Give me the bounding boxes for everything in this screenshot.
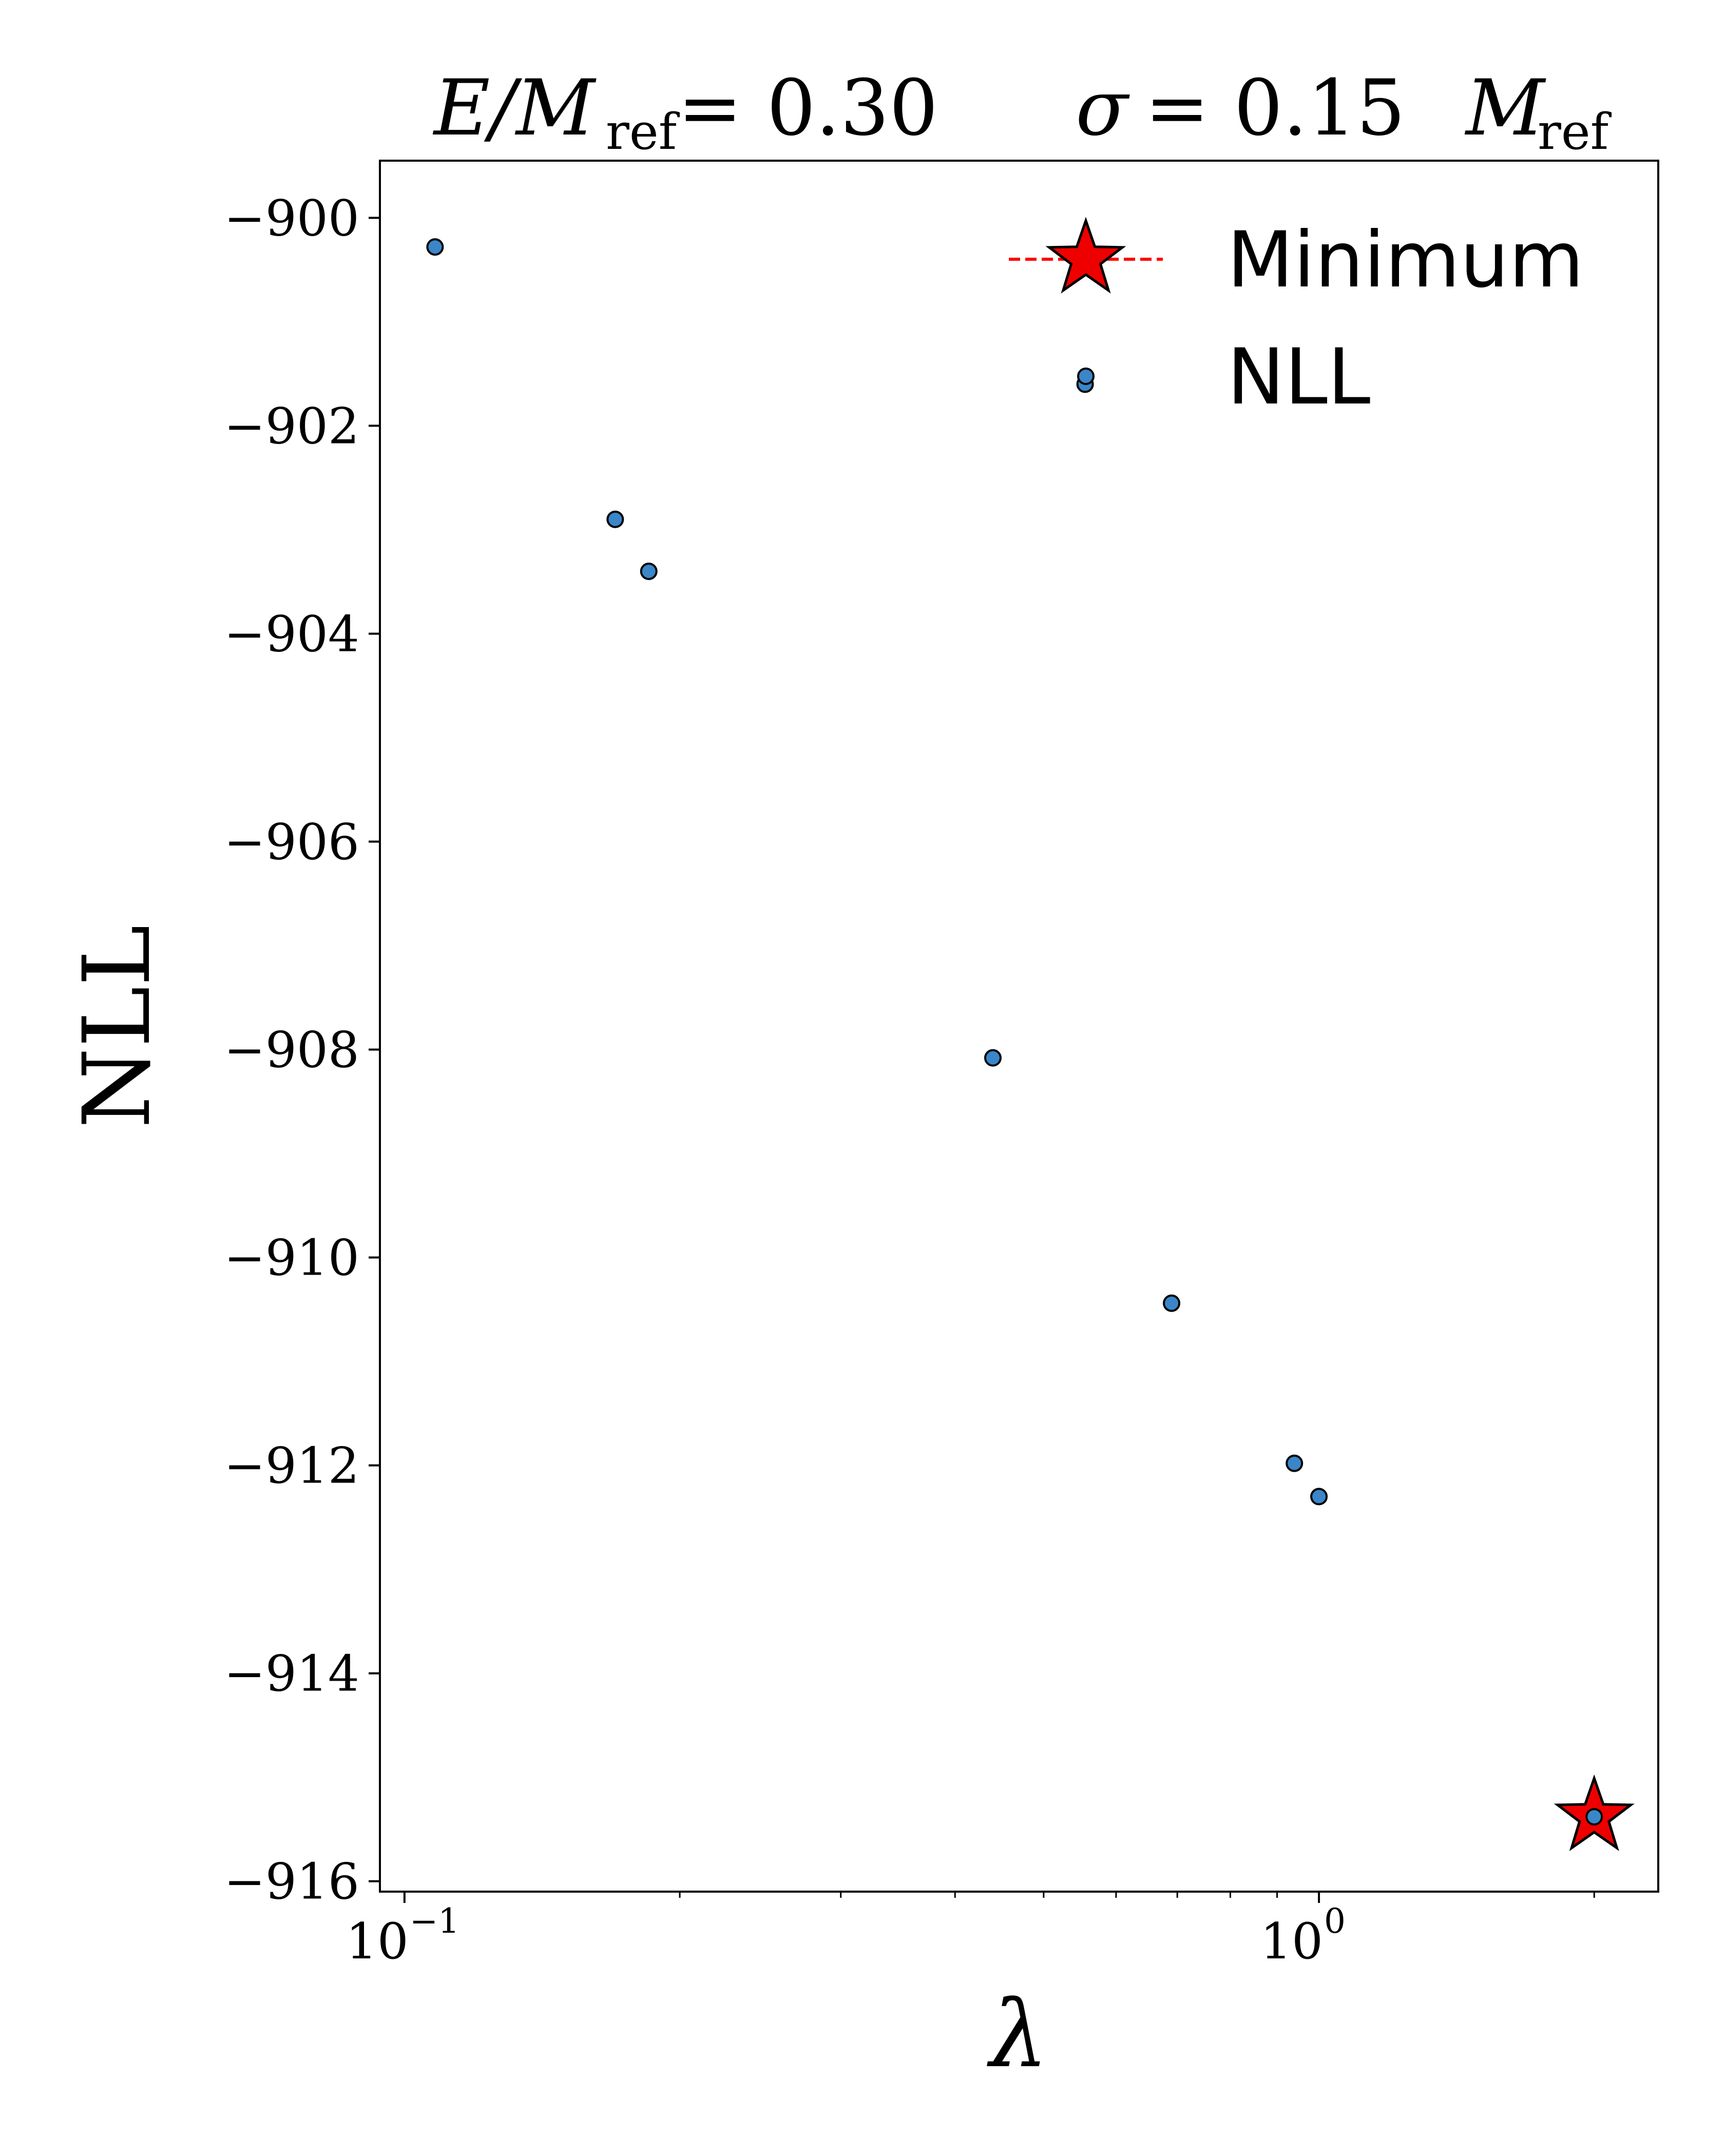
y-tick-label: −910 [224, 1229, 359, 1287]
title-left-value: = 0.30 [678, 64, 938, 153]
title-left-sub: ref [606, 103, 680, 161]
y-tick-label: −908 [224, 1022, 359, 1079]
nll-point [426, 238, 444, 256]
legend: Minimum NLL [1009, 216, 1584, 422]
title-right-unit-sub: ref [1538, 103, 1612, 161]
data-marks [426, 238, 1635, 1852]
nll-point [1163, 1294, 1181, 1312]
y-tick-label: −904 [224, 605, 359, 663]
nll-point [606, 510, 624, 528]
x-tick-label-exponent: 0 [1324, 1901, 1346, 1941]
legend-label-minimum: Minimum [1227, 216, 1584, 305]
nll-point [640, 562, 658, 580]
x-axis-label: λ [987, 1981, 1048, 2088]
plot-area [379, 160, 1659, 1893]
nll-point [1286, 1454, 1304, 1472]
y-axis: −900 −902 −904 −906 −908 −910 −912 −914 −916 [224, 189, 380, 1911]
title-left-math: E/M [432, 64, 597, 153]
title-right-value: = 0.15 [1145, 64, 1405, 153]
legend-star-icon [1045, 217, 1126, 294]
legend-label-nll: NLL [1227, 333, 1370, 422]
y-tick-label: −902 [224, 397, 359, 455]
y-tick-label: −900 [224, 189, 359, 247]
chart-title: E/M ref = 0.30 σ = 0.15 M ref [432, 64, 1612, 161]
legend-circle-icon [1077, 368, 1095, 385]
x-tick-label-base: 10 [346, 1913, 409, 1970]
nll-point [1585, 1808, 1603, 1826]
y-tick-label: −912 [224, 1437, 359, 1495]
y-axis-label: NLL [64, 925, 171, 1129]
x-tick-label-base: 10 [1260, 1913, 1323, 1970]
y-tick-label: −914 [224, 1645, 359, 1703]
nll-point [984, 1049, 1002, 1067]
x-tick-label-exponent: −1 [410, 1901, 459, 1941]
title-right-unit: M [1464, 64, 1546, 153]
nll-point [1310, 1488, 1328, 1506]
y-tick-label: −906 [224, 814, 359, 871]
x-axis: 10 −1 10 0 [346, 1892, 1595, 1970]
y-tick-label: −916 [224, 1853, 359, 1911]
title-right-math: σ [1076, 64, 1130, 153]
